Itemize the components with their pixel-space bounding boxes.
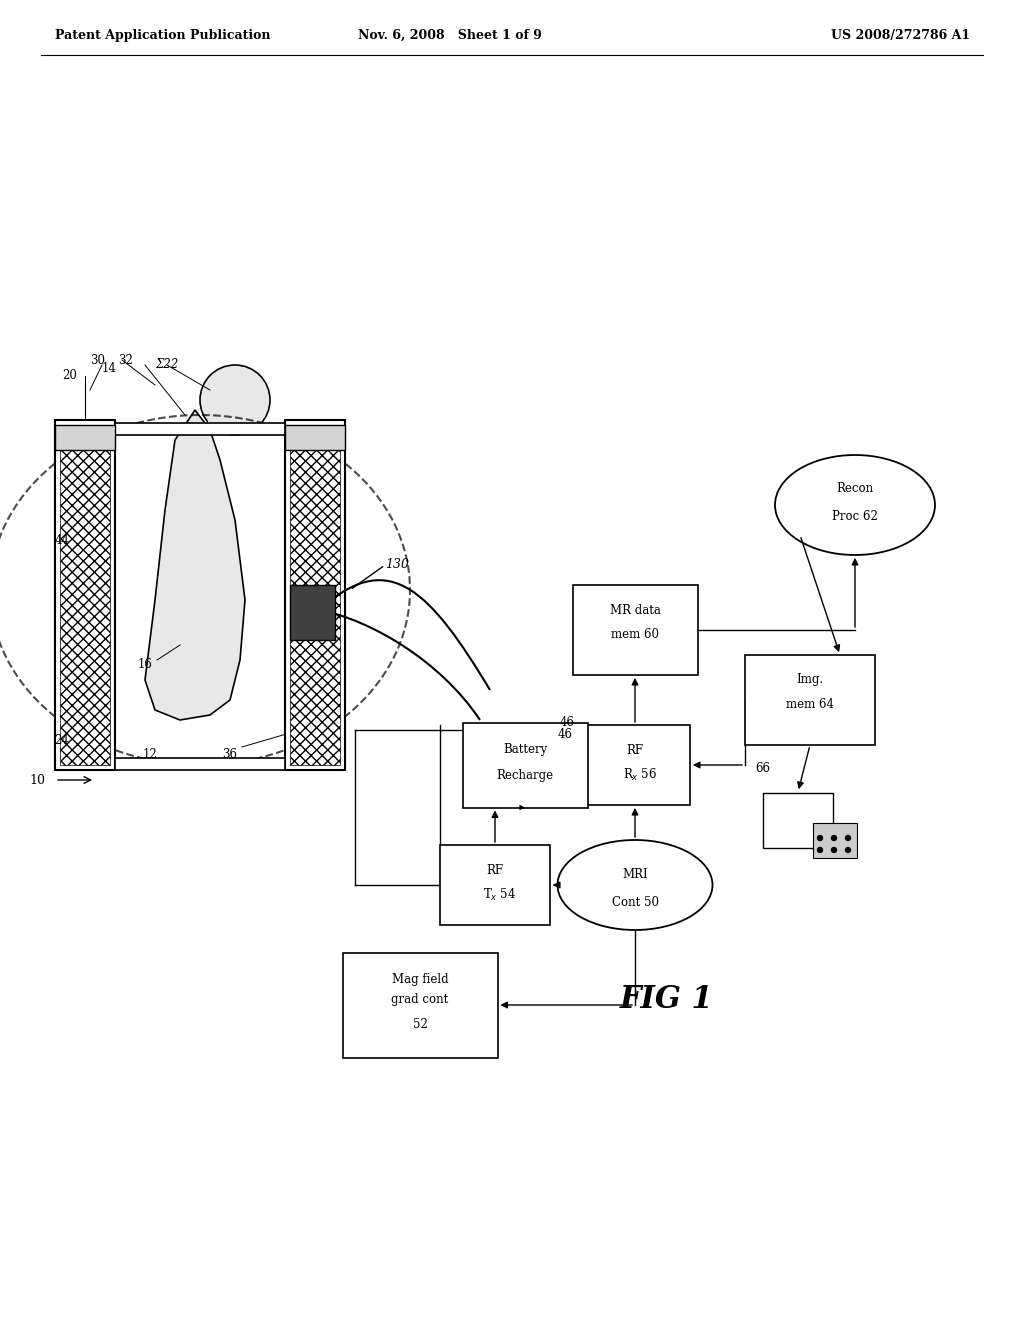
Text: RF: RF [486, 865, 504, 878]
Bar [290, 585, 335, 640]
Text: RF: RF [627, 744, 643, 758]
Text: 66: 66 [755, 762, 770, 775]
Text: 52: 52 [413, 1019, 427, 1031]
Text: T$_x$ 54: T$_x$ 54 [483, 887, 517, 903]
Circle shape [831, 836, 837, 841]
Bar [285, 425, 345, 450]
Text: Σ22: Σ22 [155, 359, 178, 371]
Text: Recharge: Recharge [497, 768, 554, 781]
Text: 46: 46 [560, 715, 575, 729]
Text: Battery: Battery [503, 742, 547, 755]
Text: 32: 32 [118, 354, 133, 367]
FancyBboxPatch shape [763, 792, 833, 847]
Text: Recon: Recon [837, 482, 873, 495]
FancyBboxPatch shape [745, 655, 874, 744]
Circle shape [846, 847, 851, 853]
Text: Nov. 6, 2008   Sheet 1 of 9: Nov. 6, 2008 Sheet 1 of 9 [358, 29, 542, 41]
Text: 44: 44 [54, 533, 70, 546]
Circle shape [846, 836, 851, 841]
FancyBboxPatch shape [812, 822, 857, 858]
FancyBboxPatch shape [440, 845, 550, 925]
Bar [60, 425, 110, 766]
Ellipse shape [775, 455, 935, 554]
Text: 46: 46 [558, 729, 573, 742]
Text: Patent Application Publication: Patent Application Publication [55, 29, 270, 41]
Text: 130: 130 [385, 558, 409, 572]
Bar [285, 420, 345, 770]
Text: mem 60: mem 60 [611, 628, 659, 642]
Circle shape [831, 847, 837, 853]
Circle shape [200, 366, 270, 436]
Bar [208, 400, 243, 436]
Text: 12: 12 [142, 748, 158, 762]
FancyBboxPatch shape [580, 725, 690, 805]
Text: mem 64: mem 64 [786, 698, 834, 711]
FancyBboxPatch shape [572, 585, 697, 675]
Text: Proc 62: Proc 62 [833, 511, 878, 524]
Text: MR data: MR data [609, 603, 660, 616]
Text: R$_x$ 56: R$_x$ 56 [623, 767, 657, 783]
Text: Mag field: Mag field [392, 974, 449, 986]
Text: Img.: Img. [797, 673, 823, 686]
Text: 14: 14 [102, 362, 117, 375]
Ellipse shape [557, 840, 713, 931]
Text: 16: 16 [137, 659, 153, 672]
Circle shape [817, 847, 822, 853]
Text: 20: 20 [62, 368, 77, 381]
Text: 24: 24 [54, 734, 70, 747]
PathPatch shape [145, 411, 245, 719]
Bar [55, 420, 115, 770]
Text: 30: 30 [90, 354, 105, 367]
Bar [290, 425, 340, 766]
Bar [115, 758, 285, 770]
Text: FIG 1: FIG 1 [620, 985, 714, 1015]
Text: Cont 50: Cont 50 [611, 896, 658, 909]
Text: grad cont: grad cont [391, 994, 449, 1006]
FancyBboxPatch shape [463, 722, 588, 808]
Bar [115, 422, 285, 436]
Text: 36: 36 [222, 748, 238, 762]
Text: MRI: MRI [623, 869, 648, 882]
Text: 10: 10 [29, 774, 45, 787]
Text: US 2008/272786 A1: US 2008/272786 A1 [830, 29, 970, 41]
FancyBboxPatch shape [342, 953, 498, 1057]
Circle shape [817, 836, 822, 841]
Bar [55, 425, 115, 450]
